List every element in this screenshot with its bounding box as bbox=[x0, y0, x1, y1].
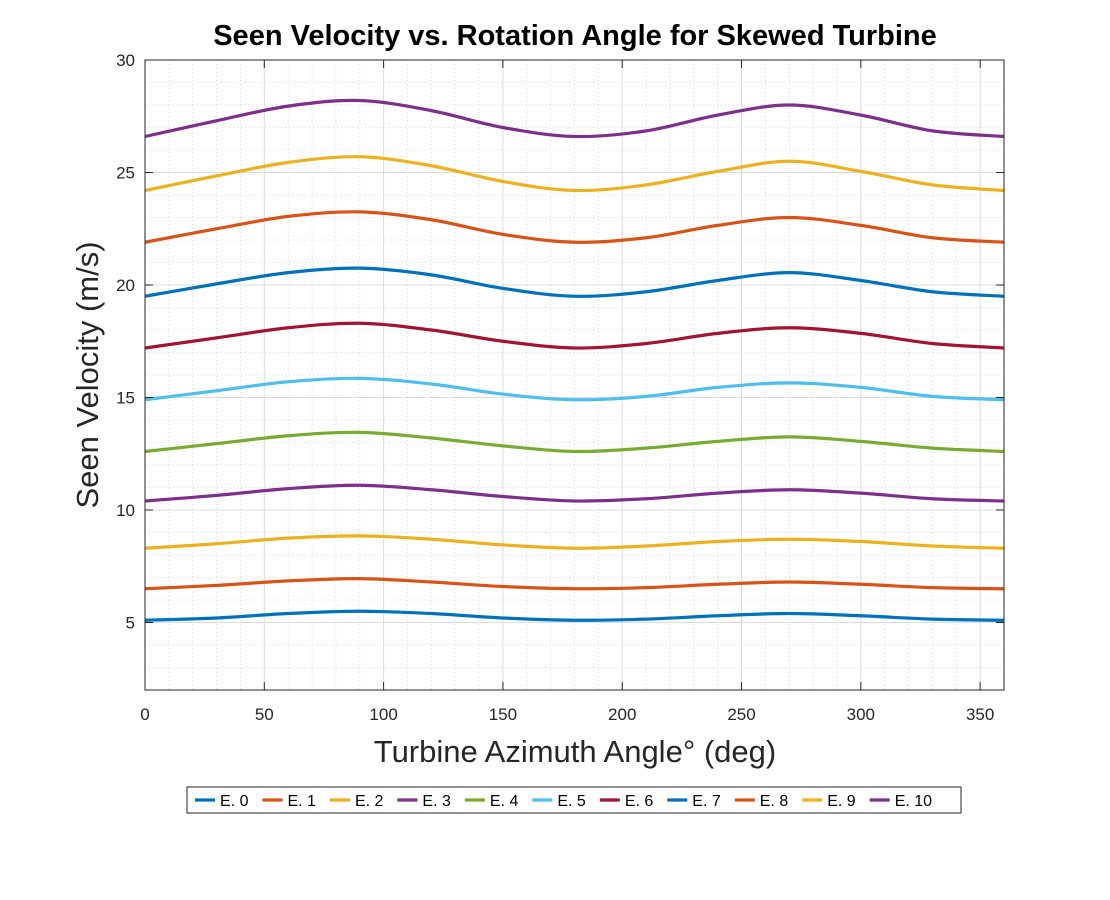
x-tick-label: 200 bbox=[608, 705, 636, 724]
legend-item-6: E. 6 bbox=[599, 793, 654, 810]
y-tick-label: 5 bbox=[126, 614, 135, 633]
legend-item-4: E. 4 bbox=[464, 793, 519, 810]
legend-item-7: E. 7 bbox=[667, 793, 721, 810]
x-tick-label: 350 bbox=[966, 705, 994, 724]
legend-item-10: E. 10 bbox=[869, 793, 932, 810]
x-axis-ticks: 0 50 100 150 200 250 300 350 bbox=[140, 60, 994, 724]
legend-item-1: E. 1 bbox=[262, 793, 316, 810]
series-line-3 bbox=[144, 483, 1005, 503]
y-axis-ticks: 5 10 15 20 25 30 bbox=[116, 51, 1004, 633]
series-line-6 bbox=[144, 321, 1005, 350]
legend-label: E. 6 bbox=[625, 793, 654, 810]
legend-label: E. 1 bbox=[287, 793, 316, 810]
legend-label: E. 10 bbox=[895, 793, 932, 810]
legend-label: E. 0 bbox=[220, 793, 249, 810]
legend-label: E. 2 bbox=[355, 793, 384, 810]
x-tick-label: 150 bbox=[489, 705, 517, 724]
series-line-0 bbox=[144, 609, 1005, 622]
x-tick-label: 100 bbox=[369, 705, 397, 724]
x-tick-label: 300 bbox=[847, 705, 875, 724]
y-tick-label: 25 bbox=[116, 164, 135, 183]
series-lines bbox=[144, 98, 1005, 622]
series-line-4 bbox=[144, 430, 1005, 454]
plot-frame bbox=[144, 59, 1005, 691]
y-tick-label: 30 bbox=[116, 51, 135, 70]
series-line-8 bbox=[144, 210, 1005, 244]
legend-label: E. 5 bbox=[557, 793, 586, 810]
y-tick-label: 20 bbox=[116, 276, 135, 295]
series-line-5 bbox=[144, 376, 1005, 402]
y-tick-label: 10 bbox=[116, 501, 135, 520]
legend-label: E. 9 bbox=[827, 793, 856, 810]
legend-box bbox=[186, 786, 962, 814]
x-tick-label: 50 bbox=[255, 705, 274, 724]
y-tick-label: 15 bbox=[116, 389, 135, 408]
legend-item-8: E. 8 bbox=[734, 793, 789, 810]
legend-item-0: E. 0 bbox=[195, 793, 249, 810]
x-axis-label: Turbine Azimuth Angle° (deg) bbox=[374, 734, 776, 769]
chart-title: Seen Velocity vs. Rotation Angle for Ske… bbox=[213, 20, 937, 52]
y-axis-label: Seen Velocity (m/s) bbox=[70, 241, 105, 508]
legend-item-2: E. 2 bbox=[329, 793, 384, 810]
series-line-7 bbox=[144, 266, 1005, 298]
legend-item-3: E. 3 bbox=[397, 793, 451, 810]
legend: E. 0 E. 1 E. 2 E. 3 E. 4 E. 5 E. 6 E. 7 E. 8 E. 9… bbox=[186, 786, 962, 814]
legend-label: E. 4 bbox=[490, 793, 519, 810]
series-line-9 bbox=[144, 155, 1005, 193]
legend-label: E. 7 bbox=[692, 793, 721, 810]
series-line-1 bbox=[144, 577, 1005, 591]
legend-item-5: E. 5 bbox=[532, 793, 586, 810]
x-tick-label: 250 bbox=[727, 705, 755, 724]
series-line-10 bbox=[144, 98, 1005, 139]
x-tick-label: 0 bbox=[140, 705, 149, 724]
series-line-2 bbox=[144, 534, 1005, 550]
legend-label: E. 3 bbox=[422, 793, 451, 810]
legend-label: E. 8 bbox=[760, 793, 789, 810]
legend-item-9: E. 9 bbox=[802, 793, 856, 810]
